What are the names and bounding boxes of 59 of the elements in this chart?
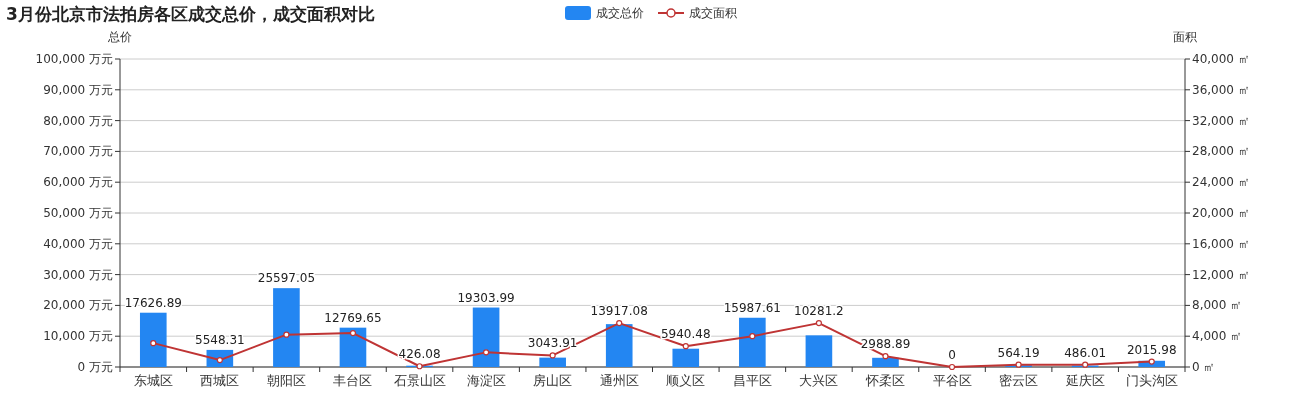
y2-tick-label: 28,000 ㎡ [1192, 144, 1250, 159]
x-tick-label: 海淀区 [466, 373, 506, 388]
y-tick-label: 60,000 万元 [43, 175, 113, 190]
data-label: 2988.89 [860, 337, 911, 352]
y2-axis-title: 面积 [1173, 30, 1197, 44]
y-tick-label: 70,000 万元 [43, 144, 113, 159]
data-label: 17626.89 [124, 295, 182, 310]
data-label: 486.01 [1064, 345, 1107, 360]
x-tick-label: 怀柔区 [864, 373, 905, 388]
x-tick-label: 石景山区 [393, 373, 446, 388]
y2-tick-label: 32,000 ㎡ [1192, 113, 1250, 128]
y2-tick-label: 12,000 ㎡ [1192, 267, 1250, 282]
x-tick-label: 门头沟区 [1125, 373, 1178, 388]
x-tick-label: 房山区 [533, 373, 573, 388]
x-tick-label: 昌平区 [732, 373, 772, 388]
x-tick-label: 顺义区 [666, 373, 706, 388]
data-label: 12769.65 [324, 310, 382, 325]
legend-label: 成交面积 [689, 6, 737, 20]
x-tick-label: 西城区 [200, 373, 240, 388]
x-tick-label: 密云区 [999, 373, 1039, 388]
data-label: 25597.05 [257, 271, 316, 286]
y-tick-label: 30,000 万元 [43, 267, 113, 282]
y2-tick-label: 8,000 ㎡ [1192, 298, 1243, 313]
y2-tick-label: 24,000 ㎡ [1192, 175, 1250, 190]
y-tick-label: 0 万元 [77, 360, 113, 374]
x-tick-label: 丰台区 [333, 373, 373, 388]
x-tick-label: 平谷区 [932, 373, 972, 388]
chart-title: 3月份北京市法拍房各区成交总价，成交面积对比 [6, 4, 375, 24]
x-tick-label: 通州区 [599, 373, 639, 388]
data-label: 564.19 [997, 345, 1040, 360]
data-label: 2015.98 [1126, 342, 1177, 357]
y-tick-label: 50,000 万元 [43, 206, 113, 220]
x-tick-label: 东城区 [133, 373, 173, 388]
y2-tick-label: 20,000 ㎡ [1192, 206, 1250, 220]
y-tick-label: 40,000 万元 [43, 236, 113, 251]
data-label: 3043.91 [527, 336, 578, 351]
y-tick-label: 100,000 万元 [35, 52, 113, 66]
legend-label: 成交总价 [596, 6, 644, 20]
y2-tick-label: 0 ㎡ [1192, 360, 1216, 374]
y-tick-label: 10,000 万元 [43, 329, 113, 344]
y-tick-label: 80,000 万元 [43, 113, 113, 128]
y2-tick-label: 36,000 ㎡ [1192, 82, 1250, 97]
data-label: 19303.99 [457, 290, 515, 305]
data-label: 10281.2 [794, 304, 844, 319]
data-label: 0 [948, 348, 956, 362]
data-label: 15987.61 [723, 300, 781, 315]
x-tick-label: 延庆区 [1064, 373, 1105, 388]
y2-tick-label: 16,000 ㎡ [1192, 236, 1250, 251]
y2-tick-label: 40,000 ㎡ [1192, 52, 1250, 66]
x-tick-label: 大兴区 [799, 373, 839, 388]
data-label: 13917.08 [590, 304, 648, 319]
data-label: 5940.48 [660, 327, 711, 342]
y-tick-label: 90,000 万元 [43, 82, 113, 97]
y-axis-title: 总价 [107, 30, 132, 44]
data-label: 5548.31 [195, 332, 245, 347]
y2-tick-label: 4,000 ㎡ [1192, 329, 1243, 344]
y-tick-label: 20,000 万元 [43, 298, 113, 313]
x-tick-label: 朝阳区 [266, 373, 306, 388]
data-label: 426.08 [398, 347, 441, 362]
